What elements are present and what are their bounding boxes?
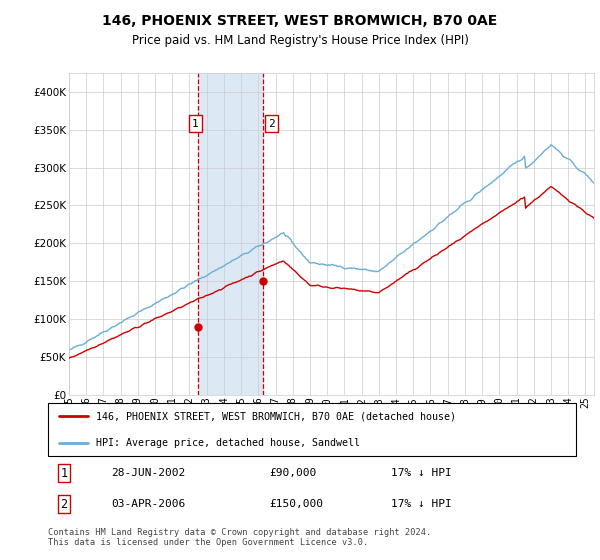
- Text: 146, PHOENIX STREET, WEST BROMWICH, B70 0AE (detached house): 146, PHOENIX STREET, WEST BROMWICH, B70 …: [95, 412, 455, 422]
- Text: 2: 2: [60, 498, 67, 511]
- Text: £90,000: £90,000: [270, 468, 317, 478]
- Text: HPI: Average price, detached house, Sandwell: HPI: Average price, detached house, Sand…: [95, 438, 359, 448]
- FancyBboxPatch shape: [48, 403, 576, 456]
- Text: 146, PHOENIX STREET, WEST BROMWICH, B70 0AE: 146, PHOENIX STREET, WEST BROMWICH, B70 …: [103, 14, 497, 28]
- Text: 03-APR-2006: 03-APR-2006: [112, 500, 185, 509]
- Text: £150,000: £150,000: [270, 500, 324, 509]
- Text: 17% ↓ HPI: 17% ↓ HPI: [391, 500, 452, 509]
- Bar: [198, 73, 263, 395]
- Text: 17% ↓ HPI: 17% ↓ HPI: [391, 468, 452, 478]
- Text: 1: 1: [192, 119, 199, 129]
- Text: 28-JUN-2002: 28-JUN-2002: [112, 468, 185, 478]
- Text: 2: 2: [268, 119, 275, 129]
- Text: Price paid vs. HM Land Registry's House Price Index (HPI): Price paid vs. HM Land Registry's House …: [131, 34, 469, 46]
- Text: Contains HM Land Registry data © Crown copyright and database right 2024.
This d: Contains HM Land Registry data © Crown c…: [48, 528, 431, 547]
- Text: 1: 1: [60, 467, 67, 480]
